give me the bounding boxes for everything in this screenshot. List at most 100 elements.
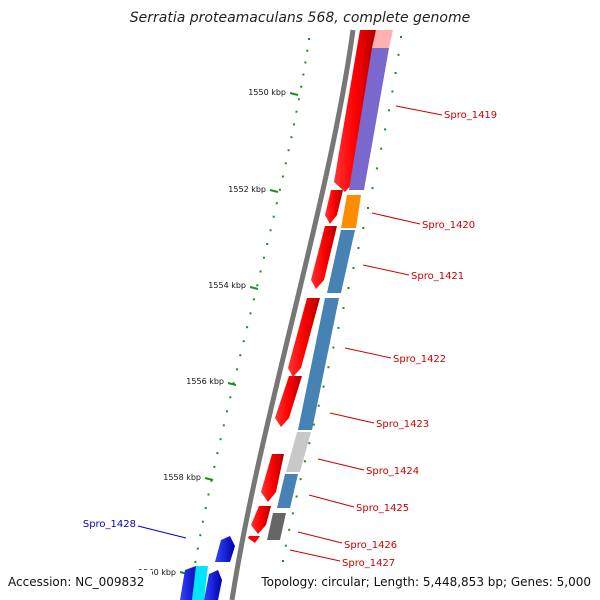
minor-tick-mark (302, 73, 305, 76)
tick-label: 1558 kbp (163, 473, 201, 482)
minor-tick-mark (394, 72, 397, 74)
tick-label: 1556 kbp (186, 377, 224, 386)
minor-tick-mark (281, 175, 284, 178)
minor-tick-mark (239, 354, 242, 357)
cog-block-cyan (192, 566, 208, 600)
minor-tick-mark (199, 534, 202, 537)
minor-tick-mark (299, 478, 302, 481)
minor-tick-mark (207, 493, 210, 496)
minor-tick-mark (204, 507, 207, 510)
gene-block-spro-1422[interactable] (288, 298, 320, 377)
gene-block-spro-1423[interactable] (275, 376, 302, 427)
minor-tick-mark (242, 340, 245, 343)
minor-tick-mark (232, 382, 235, 385)
minor-tick-mark (249, 312, 252, 315)
minor-tick-mark (275, 202, 278, 205)
minor-tick-mark (236, 368, 238, 371)
cog-block-spro-1424[interactable] (286, 432, 311, 472)
cog-block-spro-1419[interactable] (349, 48, 389, 190)
gene-label-spro-1421[interactable]: Spro_1421 (411, 271, 464, 282)
cog-block-spro-1422[interactable] (298, 298, 339, 430)
minor-tick-mark (375, 167, 378, 170)
gene-label-spro-1428[interactable]: Spro_1428 (83, 519, 136, 530)
gene-label-spro-1420[interactable]: Spro_1420 (422, 220, 475, 231)
minor-tick-mark (397, 53, 400, 56)
gene-block-blue-2[interactable] (204, 570, 222, 600)
minor-tick-mark (362, 226, 365, 229)
minor-tick-mark (391, 90, 394, 93)
minor-tick-mark (288, 528, 291, 531)
gene-label-spro-1427[interactable]: Spro_1427 (342, 558, 395, 569)
minor-tick-mark (278, 188, 281, 191)
tick-label: 1552 kbp (228, 185, 266, 194)
minor-tick-mark (284, 544, 287, 547)
minor-tick-mark (337, 326, 340, 329)
minor-tick-mark (303, 460, 306, 463)
cog-track (267, 30, 393, 540)
cog-block-spro-1426[interactable] (267, 513, 286, 540)
tick-label: 1560 kbp (138, 568, 176, 577)
gene-label-spro-1425[interactable]: Spro_1425 (356, 503, 409, 514)
minor-tick-mark (259, 270, 262, 273)
minor-tick-mark (327, 366, 330, 369)
minor-tick-mark (295, 495, 298, 498)
gene-block-spro-1424[interactable] (261, 454, 284, 502)
accession-text: Accession: NC_009832 (8, 575, 144, 589)
minor-tick-mark (312, 423, 315, 426)
minor-tick-mark (291, 512, 294, 515)
genome-backbone (229, 29, 356, 600)
minor-tick-mark (306, 49, 309, 52)
gene-block-spro-1426[interactable] (248, 536, 260, 543)
footer-backdrop-right (254, 570, 596, 592)
minor-tick-mark (293, 123, 295, 126)
minor-tick-mark (262, 256, 265, 259)
minor-tick-mark (272, 215, 275, 218)
minor-tick-mark (297, 98, 300, 101)
minor-tick-mark (213, 465, 216, 468)
gene-block-spro-1428[interactable] (215, 536, 235, 562)
footer-backdrop-left (4, 570, 152, 592)
minor-tick-mark (317, 404, 320, 407)
gene-block-spro-1419[interactable] (334, 30, 376, 192)
minor-tick-mark (342, 307, 345, 309)
tick-label: 1550 kbp (248, 88, 286, 97)
minor-tick-mark (322, 385, 325, 388)
minor-tick-mark (284, 162, 287, 165)
minor-tick-mark (222, 424, 225, 427)
tick-1556: 1556 kbp (186, 377, 237, 386)
map-title: Serratia proteamaculans 568, complete ge… (130, 10, 470, 26)
gene-label-spro-1426[interactable]: Spro_1426 (344, 540, 397, 551)
minor-tick-mark (400, 36, 402, 38)
gene-block-spro-1425[interactable] (251, 506, 271, 534)
cog-block-spro-1420[interactable] (341, 195, 361, 228)
minor-tick-mark (196, 547, 199, 550)
minor-tick-mark (384, 128, 387, 131)
cog-block-spro-1425[interactable] (277, 474, 298, 508)
minor-tick-mark (252, 298, 255, 301)
gene-label-spro-1422[interactable]: Spro_1422 (393, 354, 446, 365)
gene-label-spro-1423[interactable]: Spro_1423 (376, 419, 429, 430)
gene-label-spro-1424[interactable]: Spro_1424 (366, 466, 419, 477)
minor-tick-mark (347, 287, 350, 289)
minor-tick-mark (229, 396, 232, 399)
minor-tick-mark (332, 346, 335, 349)
minor-tick-mark (290, 136, 293, 139)
minor-tick-mark (287, 149, 290, 152)
gene-block-spro-1420[interactable] (325, 190, 343, 224)
minor-tick-mark (308, 442, 311, 445)
cog-block-spro-1419-pink (372, 30, 393, 48)
tick-1550: 1550 kbp (248, 88, 299, 97)
minor-tick-mark (219, 438, 222, 441)
gene-block-spro-1421[interactable] (311, 226, 337, 289)
minor-tick-mark (352, 267, 355, 269)
minor-tick-mark (380, 147, 383, 150)
tick-1558: 1558 kbp (163, 473, 214, 482)
forward-strand-track (248, 30, 376, 543)
cog-block-spro-1421[interactable] (327, 230, 355, 293)
minor-tick-mark (371, 187, 374, 190)
minor-tick-mark (357, 247, 360, 249)
minor-tick-mark (295, 110, 298, 113)
minor-tick-mark (269, 229, 272, 232)
gene-label-spro-1419[interactable]: Spro_1419 (444, 110, 497, 121)
